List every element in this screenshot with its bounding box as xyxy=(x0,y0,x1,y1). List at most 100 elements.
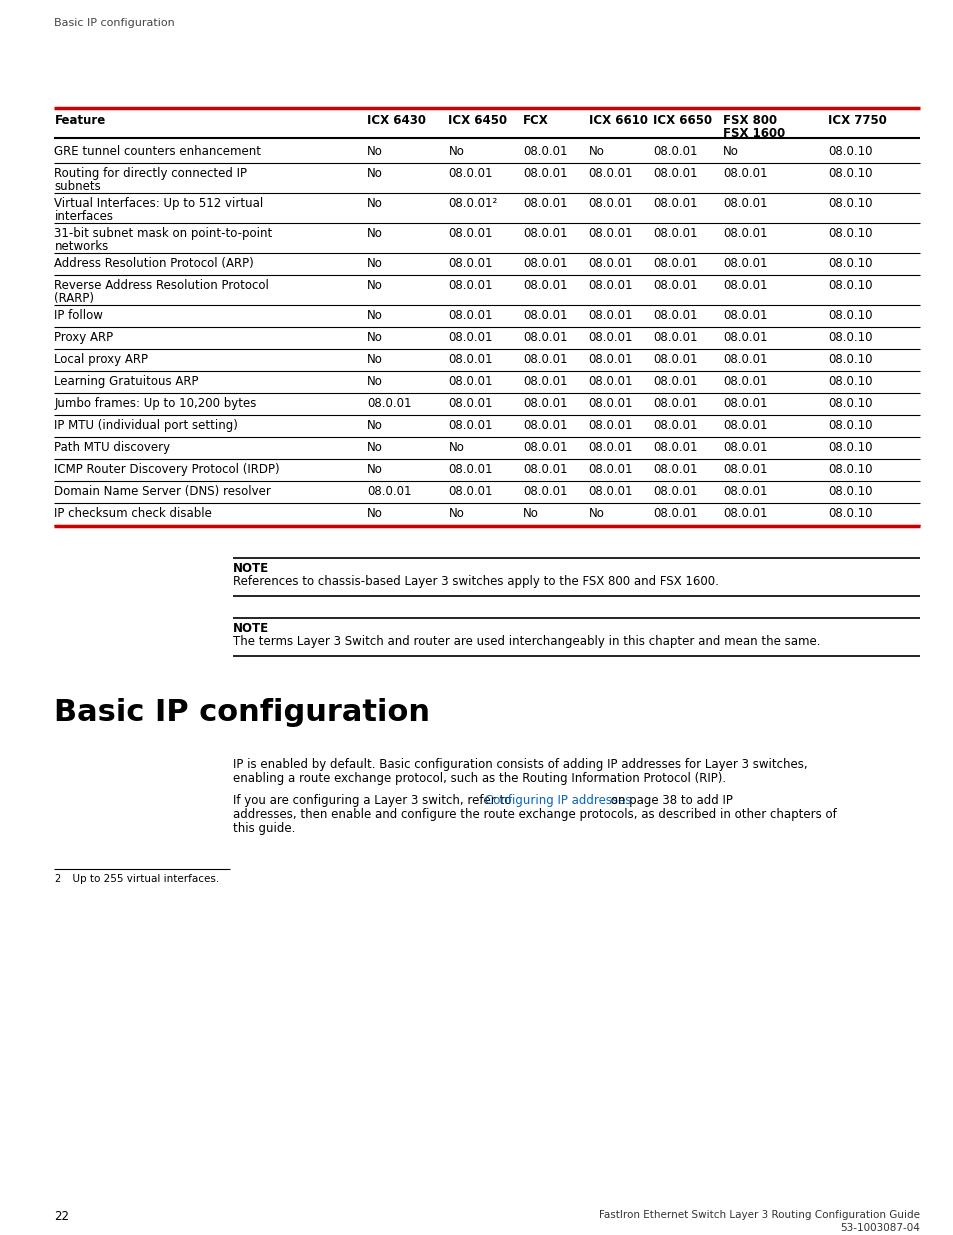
Text: 08.0.10: 08.0.10 xyxy=(827,167,872,180)
Text: 08.0.01: 08.0.01 xyxy=(588,463,633,475)
Text: 08.0.10: 08.0.10 xyxy=(827,309,872,322)
Text: 08.0.01: 08.0.01 xyxy=(448,419,493,432)
Text: 08.0.01: 08.0.01 xyxy=(722,167,767,180)
Text: No: No xyxy=(367,375,383,388)
Text: 08.0.01: 08.0.01 xyxy=(653,396,698,410)
Text: Basic IP configuration: Basic IP configuration xyxy=(54,698,430,727)
Text: Configuring IP addresses: Configuring IP addresses xyxy=(485,794,631,806)
Text: ICX 6430: ICX 6430 xyxy=(367,114,426,127)
Text: Virtual Interfaces: Up to 512 virtual: Virtual Interfaces: Up to 512 virtual xyxy=(54,198,263,210)
Text: 08.0.01: 08.0.01 xyxy=(522,227,567,240)
Text: 08.0.01: 08.0.01 xyxy=(653,375,698,388)
Text: 08.0.01: 08.0.01 xyxy=(722,396,767,410)
Text: No: No xyxy=(367,167,383,180)
Text: FSX 800: FSX 800 xyxy=(722,114,777,127)
Text: 08.0.01: 08.0.01 xyxy=(653,441,698,454)
Text: 08.0.01: 08.0.01 xyxy=(653,508,698,520)
Text: 08.0.01: 08.0.01 xyxy=(653,279,698,291)
Text: No: No xyxy=(588,144,604,158)
Text: 08.0.01: 08.0.01 xyxy=(522,309,567,322)
Text: 53-1003087-04: 53-1003087-04 xyxy=(840,1223,919,1233)
Text: 08.0.01: 08.0.01 xyxy=(522,485,567,498)
Text: 31-bit subnet mask on point-to-point: 31-bit subnet mask on point-to-point xyxy=(54,227,273,240)
Text: 08.0.01: 08.0.01 xyxy=(367,396,412,410)
Text: 08.0.01: 08.0.01 xyxy=(588,198,633,210)
Text: 08.0.01: 08.0.01 xyxy=(653,485,698,498)
Text: 08.0.01: 08.0.01 xyxy=(588,419,633,432)
Text: No: No xyxy=(367,309,383,322)
Text: 08.0.01: 08.0.01 xyxy=(448,167,493,180)
Text: 08.0.01: 08.0.01 xyxy=(653,167,698,180)
Text: No: No xyxy=(367,198,383,210)
Text: No: No xyxy=(367,353,383,366)
Text: IP is enabled by default. Basic configuration consists of adding IP addresses fo: IP is enabled by default. Basic configur… xyxy=(233,758,807,771)
Text: ICX 6610: ICX 6610 xyxy=(588,114,647,127)
Text: Feature: Feature xyxy=(54,114,106,127)
Text: addresses, then enable and configure the route exchange protocols, as described : addresses, then enable and configure the… xyxy=(233,808,836,821)
Text: 08.0.01: 08.0.01 xyxy=(522,257,567,270)
Text: 08.0.01: 08.0.01 xyxy=(448,375,493,388)
Text: Local proxy ARP: Local proxy ARP xyxy=(54,353,149,366)
Text: Domain Name Server (DNS) resolver: Domain Name Server (DNS) resolver xyxy=(54,485,271,498)
Text: Routing for directly connected IP: Routing for directly connected IP xyxy=(54,167,247,180)
Text: 08.0.01: 08.0.01 xyxy=(588,331,633,345)
Text: Reverse Address Resolution Protocol: Reverse Address Resolution Protocol xyxy=(54,279,269,291)
Text: 08.0.01: 08.0.01 xyxy=(722,419,767,432)
Text: 08.0.01: 08.0.01 xyxy=(653,309,698,322)
Text: 08.0.10: 08.0.10 xyxy=(827,375,872,388)
Text: on page 38 to add IP: on page 38 to add IP xyxy=(606,794,732,806)
Text: ICX 6450: ICX 6450 xyxy=(448,114,507,127)
Text: Basic IP configuration: Basic IP configuration xyxy=(54,19,174,28)
Text: 08.0.01: 08.0.01 xyxy=(653,419,698,432)
Text: 08.0.01: 08.0.01 xyxy=(588,353,633,366)
Text: 08.0.01: 08.0.01 xyxy=(722,485,767,498)
Text: 08.0.01: 08.0.01 xyxy=(722,441,767,454)
Text: No: No xyxy=(367,279,383,291)
Text: 08.0.10: 08.0.10 xyxy=(827,331,872,345)
Text: 08.0.01: 08.0.01 xyxy=(653,353,698,366)
Text: 08.0.01: 08.0.01 xyxy=(588,485,633,498)
Text: 08.0.01: 08.0.01 xyxy=(448,309,493,322)
Text: Address Resolution Protocol (ARP): Address Resolution Protocol (ARP) xyxy=(54,257,253,270)
Text: 08.0.01: 08.0.01 xyxy=(588,167,633,180)
Text: 08.0.01: 08.0.01 xyxy=(588,396,633,410)
Text: 08.0.01: 08.0.01 xyxy=(653,144,698,158)
Text: 08.0.01: 08.0.01 xyxy=(448,257,493,270)
Text: 08.0.10: 08.0.10 xyxy=(827,396,872,410)
Text: 22: 22 xyxy=(54,1210,69,1223)
Text: 08.0.01: 08.0.01 xyxy=(653,227,698,240)
Text: No: No xyxy=(367,227,383,240)
Text: Learning Gratuitous ARP: Learning Gratuitous ARP xyxy=(54,375,198,388)
Text: ICX 6650: ICX 6650 xyxy=(653,114,712,127)
Text: 08.0.01: 08.0.01 xyxy=(522,198,567,210)
Text: 08.0.10: 08.0.10 xyxy=(827,463,872,475)
Text: enabling a route exchange protocol, such as the Routing Information Protocol (RI: enabling a route exchange protocol, such… xyxy=(233,772,725,785)
Text: 08.0.01: 08.0.01 xyxy=(722,309,767,322)
Text: Path MTU discovery: Path MTU discovery xyxy=(54,441,171,454)
Text: 08.0.10: 08.0.10 xyxy=(827,485,872,498)
Text: No: No xyxy=(367,331,383,345)
Text: GRE tunnel counters enhancement: GRE tunnel counters enhancement xyxy=(54,144,261,158)
Text: 08.0.01: 08.0.01 xyxy=(522,331,567,345)
Text: ICX 7750: ICX 7750 xyxy=(827,114,886,127)
Text: 08.0.10: 08.0.10 xyxy=(827,257,872,270)
Text: 08.0.10: 08.0.10 xyxy=(827,353,872,366)
Text: 08.0.01: 08.0.01 xyxy=(653,257,698,270)
Text: 08.0.10: 08.0.10 xyxy=(827,227,872,240)
Text: 08.0.01: 08.0.01 xyxy=(588,375,633,388)
Text: 08.0.01: 08.0.01 xyxy=(588,227,633,240)
Text: If you are configuring a Layer 3 switch, refer to: If you are configuring a Layer 3 switch,… xyxy=(233,794,515,806)
Text: 08.0.01: 08.0.01 xyxy=(448,279,493,291)
Text: ICMP Router Discovery Protocol (IRDP): ICMP Router Discovery Protocol (IRDP) xyxy=(54,463,280,475)
Text: 08.0.10: 08.0.10 xyxy=(827,508,872,520)
Text: 08.0.01: 08.0.01 xyxy=(653,331,698,345)
Text: No: No xyxy=(367,144,383,158)
Text: this guide.: this guide. xyxy=(233,823,295,835)
Text: 08.0.01: 08.0.01 xyxy=(522,375,567,388)
Text: 08.0.01: 08.0.01 xyxy=(448,463,493,475)
Text: IP checksum check disable: IP checksum check disable xyxy=(54,508,212,520)
Text: 08.0.01: 08.0.01 xyxy=(588,309,633,322)
Text: No: No xyxy=(448,441,464,454)
Text: No: No xyxy=(367,419,383,432)
Text: subnets: subnets xyxy=(54,180,101,193)
